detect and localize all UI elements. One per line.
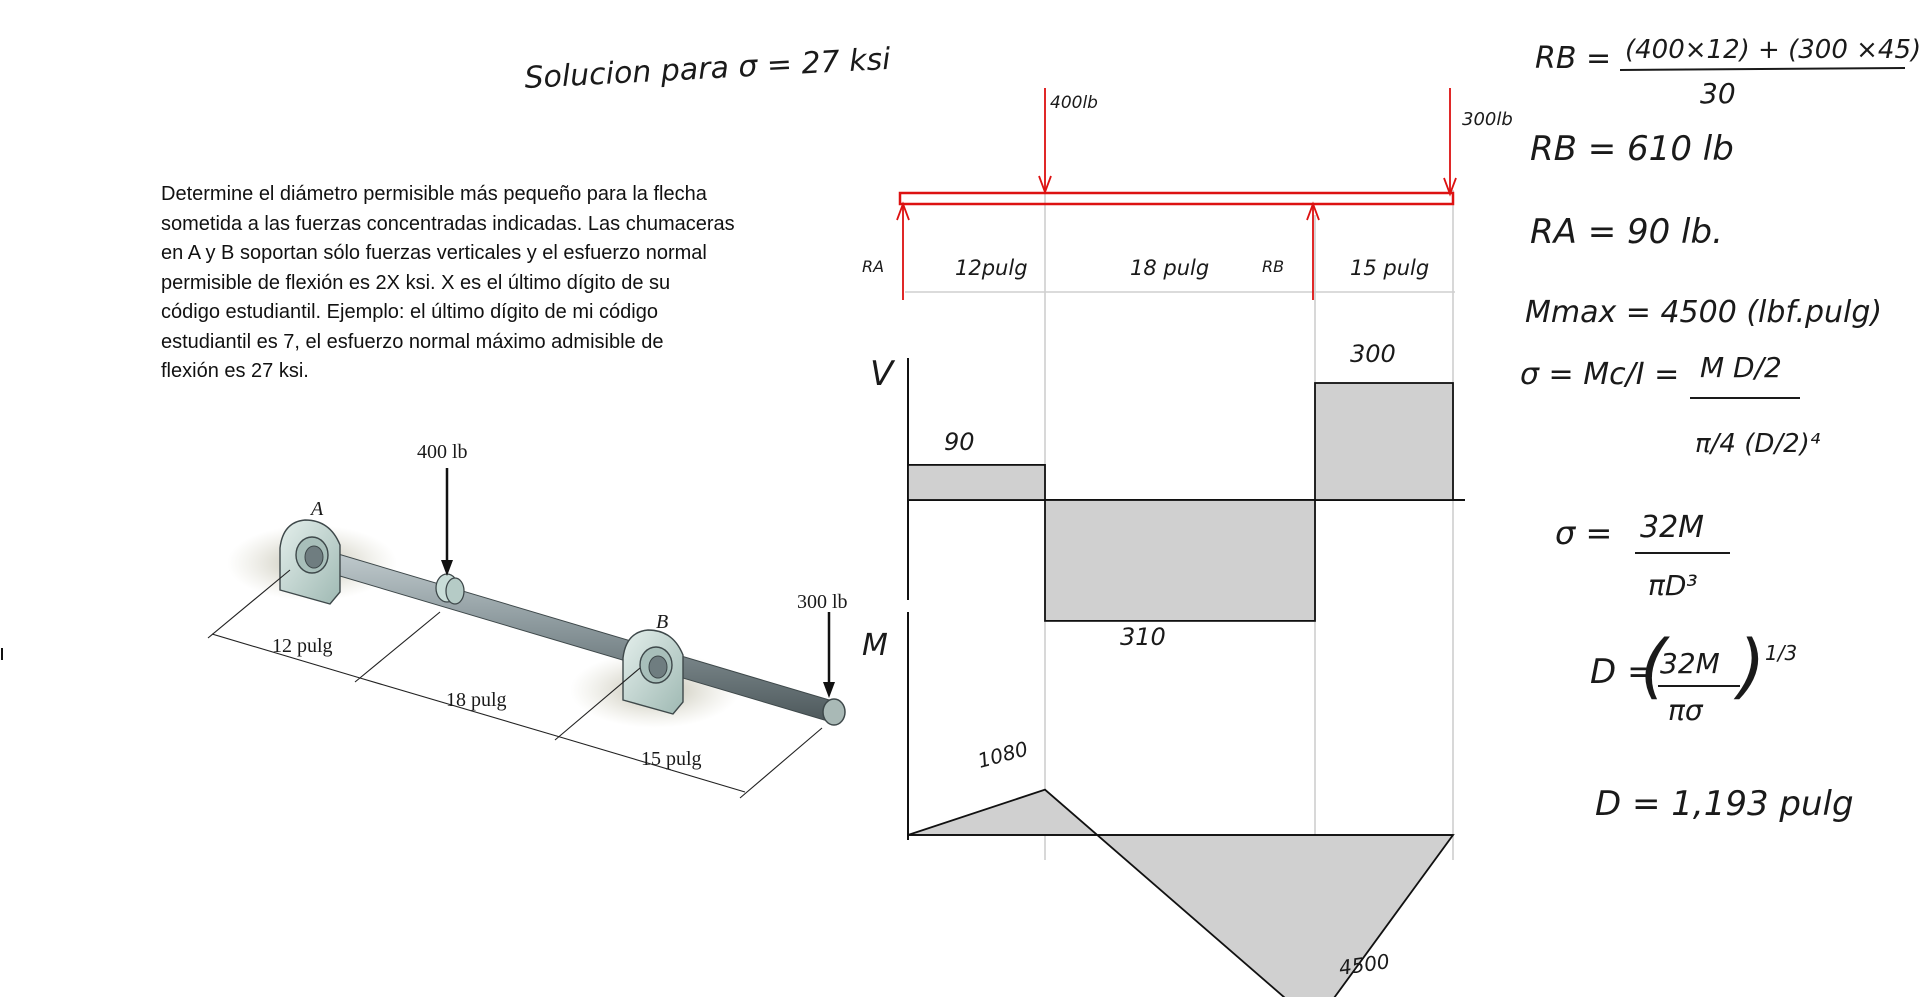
solution-heading: Solucion para σ = 27 ksi — [524, 42, 892, 96]
shear-diagram: V 90 310 300 — [870, 340, 1465, 651]
problem-statement: Determine el diámetro permisible más peq… — [161, 180, 801, 387]
shear-value-3: 300 — [1350, 340, 1396, 368]
support-a-label: A — [309, 498, 324, 520]
shear-bar — [1044, 499, 1316, 622]
rb-equation-denominator: 30 — [1700, 77, 1736, 110]
problem-line: flexión es 27 ksi. — [161, 360, 309, 382]
rb-result: RB = 610 lb — [1530, 129, 1734, 169]
bearing-a — [279, 519, 341, 605]
shear-bar — [907, 463, 1046, 501]
load2-arrowhead — [823, 682, 835, 698]
rb-equation-numerator: (400×12) + (300 ×45) — [1625, 35, 1920, 65]
dimension-lines — [207, 569, 823, 799]
span1-label: 12pulg — [955, 256, 1028, 280]
d-paren-open: ( — [1640, 625, 1670, 707]
ra-result: RA = 90 lb. — [1530, 212, 1723, 252]
beam-load1-label: 400lb — [1050, 93, 1098, 113]
moment-axis-label: M — [862, 628, 888, 663]
reaction-a-label: RA — [862, 257, 884, 276]
d-formula-left: D = — [1590, 652, 1655, 692]
shear-value-2: 310 — [1120, 623, 1166, 651]
problem-line: en A y B soportan sólo fuerzas verticale… — [161, 242, 707, 264]
beam-diagram: 400lb 300lb RA RB 12pulg 18 pulg 15 pulg… — [862, 88, 1513, 997]
shaft-end-right — [822, 698, 846, 726]
load2-label: 300 lb — [797, 591, 848, 613]
problem-line: permisible de flexión es 2X ksi. X es el… — [161, 271, 671, 294]
load1-label: 400 lb — [417, 441, 468, 463]
load1-arrowhead — [441, 560, 453, 576]
shear-axis-label: V — [870, 354, 896, 394]
moment-value-1: 1080 — [975, 736, 1030, 772]
dim2-label: 18 pulg — [446, 689, 507, 711]
d-formula-denominator: πσ — [1668, 694, 1704, 727]
moment-diagram: M 1080 4500 — [862, 612, 1455, 997]
span2-label: 18 pulg — [1130, 256, 1209, 280]
d-formula-exponent: 1/3 — [1765, 641, 1797, 665]
shear-value-1: 90 — [944, 428, 975, 456]
rb-fraction-bar — [1619, 67, 1906, 71]
dim1-label: 12 pulg — [272, 635, 333, 657]
sigma2-denominator: πD³ — [1648, 569, 1698, 602]
bearing-b — [622, 629, 684, 715]
sigma2-numerator: 32M — [1640, 510, 1704, 545]
d-result: D = 1,193 pulg — [1595, 784, 1854, 824]
support-b-label: B — [656, 611, 668, 633]
beam-body — [898, 191, 1455, 206]
collar-load1b — [445, 577, 465, 605]
beam-load2-label: 300lb — [1462, 109, 1513, 130]
sigma-equation-denominator: π/4 (D/2)⁴ — [1695, 429, 1821, 459]
shaft-figure: 400 lb 300 lb A B 12 pulg 18 pulg 15 pul… — [207, 441, 848, 799]
d-formula-numerator: 32M — [1660, 647, 1720, 680]
calculations: RB = (400×12) + (300 ×45) 30 RB = 610 lb… — [1520, 35, 1920, 824]
reaction-b-label: RB — [1262, 257, 1284, 276]
mmax-result: Mmax = 4500 (lbf.pulg) — [1525, 295, 1882, 330]
sigma-equation-numerator: M D/2 — [1700, 351, 1782, 384]
sigma-equation-left: σ = Mc/I = — [1520, 357, 1679, 392]
shear-bar — [1314, 382, 1454, 501]
problem-line: estudiantil es 7, el esfuerzo normal máx… — [161, 330, 664, 353]
d-paren-close: ) — [1733, 625, 1765, 707]
dim3-label: 15 pulg — [641, 748, 702, 770]
problem-line: código estudiantil. Ejemplo: el último d… — [161, 301, 658, 323]
problem-line: sometida a las fuerzas concentradas indi… — [161, 212, 735, 235]
rb-equation-left: RB = — [1535, 41, 1611, 76]
span3-label: 15 pulg — [1350, 256, 1429, 280]
problem-line: Determine el diámetro permisible más peq… — [161, 183, 707, 205]
sigma2-left: σ = — [1555, 514, 1612, 552]
